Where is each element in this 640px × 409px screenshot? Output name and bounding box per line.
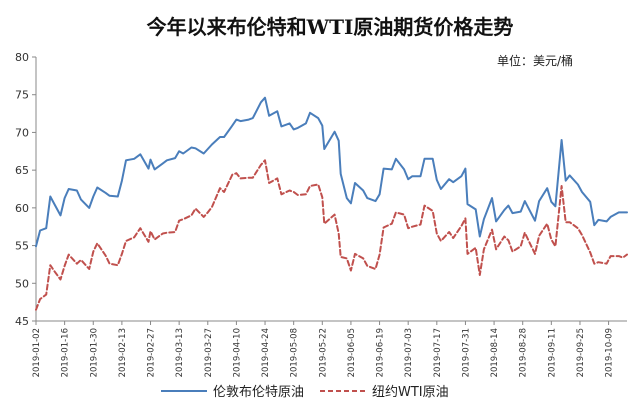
x-tick-label: 2019-05-08 [290,328,300,377]
y-tick-label: 80 [15,51,29,64]
x-tick-label: 2019-03-27 [204,328,214,377]
x-tick-label: 2019-10-09 [605,328,615,377]
legend: 伦敦布伦特原油 纽约WTI原油 [161,384,449,400]
y-tick-label: 50 [15,277,29,290]
x-tick-label: 2019-04-24 [261,328,271,377]
x-tick-label: 2019-02-27 [147,328,157,377]
wti-series-line [35,159,628,311]
x-tick-label: 2019-01-16 [61,328,71,377]
chart-title: 今年以来布伦特和WTI原油期货价格走势 [147,15,514,39]
x-tick-label: 2019-09-11 [547,328,557,377]
series-layer [35,96,628,311]
x-tick-label: 2019-08-14 [490,328,500,377]
x-tick-label: 2019-07-31 [461,328,471,377]
y-axis: 45 50 55 60 65 70 75 80 [15,51,37,328]
x-tick-label: 2019-05-22 [318,328,328,377]
x-tick-label: 2019-07-17 [433,328,443,377]
y-tick-label: 65 [15,164,29,177]
x-tick-label: 2019-02-13 [118,328,128,377]
y-tick-label: 55 [15,240,29,253]
x-tick-label: 2019-07-03 [404,328,414,377]
unit-label: 单位：美元/桶 [497,53,573,68]
x-tick-label: 2019-08-28 [519,328,529,377]
y-tick-label: 60 [15,202,29,215]
legend-label: 纽约WTI原油 [372,385,449,400]
x-axis: 2019-01-02 2019-01-16 2019-01-30 2019-02-13… [32,320,627,377]
x-tick-label: 2019-09-25 [576,328,586,377]
legend-label: 伦敦布伦特原油 [213,384,304,400]
x-tick-label: 2019-03-13 [175,328,185,377]
x-tick-label: 2019-01-30 [89,328,99,377]
x-tick-label: 2019-04-10 [232,328,242,377]
x-tick-label: 2019-06-05 [347,328,357,377]
y-tick-label: 45 [15,315,29,328]
x-tick-label: 2019-06-19 [376,328,386,377]
brent-series-line [35,96,628,248]
y-tick-label: 70 [15,126,29,139]
x-tick-label: 2019-01-02 [32,328,42,377]
y-tick-label: 75 [15,89,29,102]
